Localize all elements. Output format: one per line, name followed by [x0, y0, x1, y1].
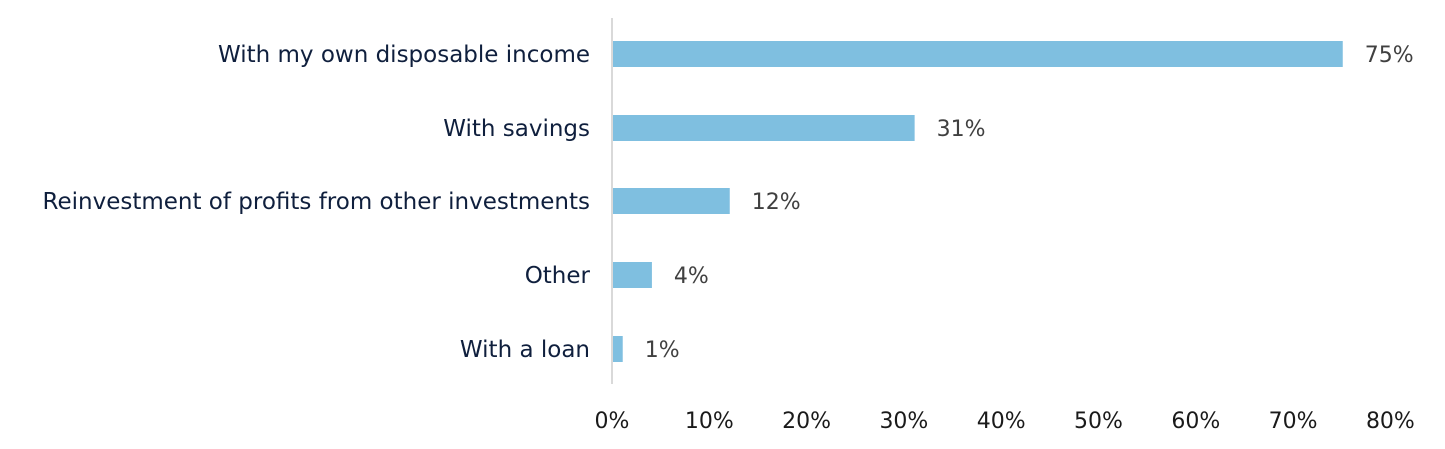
bar-5	[613, 336, 623, 362]
x-axis-ticks: 0% 10% 20% 30% 40% 50% 60% 70% 80%	[595, 409, 1415, 434]
x-tick-label-4: 30%	[879, 409, 928, 434]
category-label-3: Reinvestment of profits from other inves…	[43, 189, 590, 215]
x-tick-label-7: 60%	[1171, 409, 1220, 434]
category-labels: With my own disposable income With saving…	[43, 42, 591, 363]
data-label-1: 75%	[1365, 43, 1414, 68]
x-tick-label-9: 80%	[1366, 409, 1415, 434]
x-tick-label-1: 0%	[595, 409, 630, 434]
x-tick-label-8: 70%	[1269, 409, 1318, 434]
data-labels: 75% 31% 12% 4% 1%	[645, 43, 1414, 363]
bar-4	[613, 262, 652, 288]
data-label-4: 4%	[674, 264, 709, 289]
x-tick-label-2: 10%	[685, 409, 734, 434]
bar-1	[613, 41, 1343, 67]
x-tick-label-6: 50%	[1074, 409, 1123, 434]
bar-3	[613, 188, 730, 214]
bars-layer	[613, 41, 1343, 362]
data-label-2: 31%	[937, 117, 986, 142]
category-label-2: With savings	[443, 116, 590, 142]
category-label-4: Other	[525, 263, 591, 289]
x-tick-label-3: 20%	[782, 409, 831, 434]
data-label-5: 1%	[645, 338, 680, 363]
data-label-3: 12%	[752, 190, 801, 215]
category-label-5: With a loan	[460, 337, 590, 363]
category-label-1: With my own disposable income	[218, 42, 590, 68]
bar-2	[613, 115, 915, 141]
x-tick-label-5: 40%	[977, 409, 1026, 434]
